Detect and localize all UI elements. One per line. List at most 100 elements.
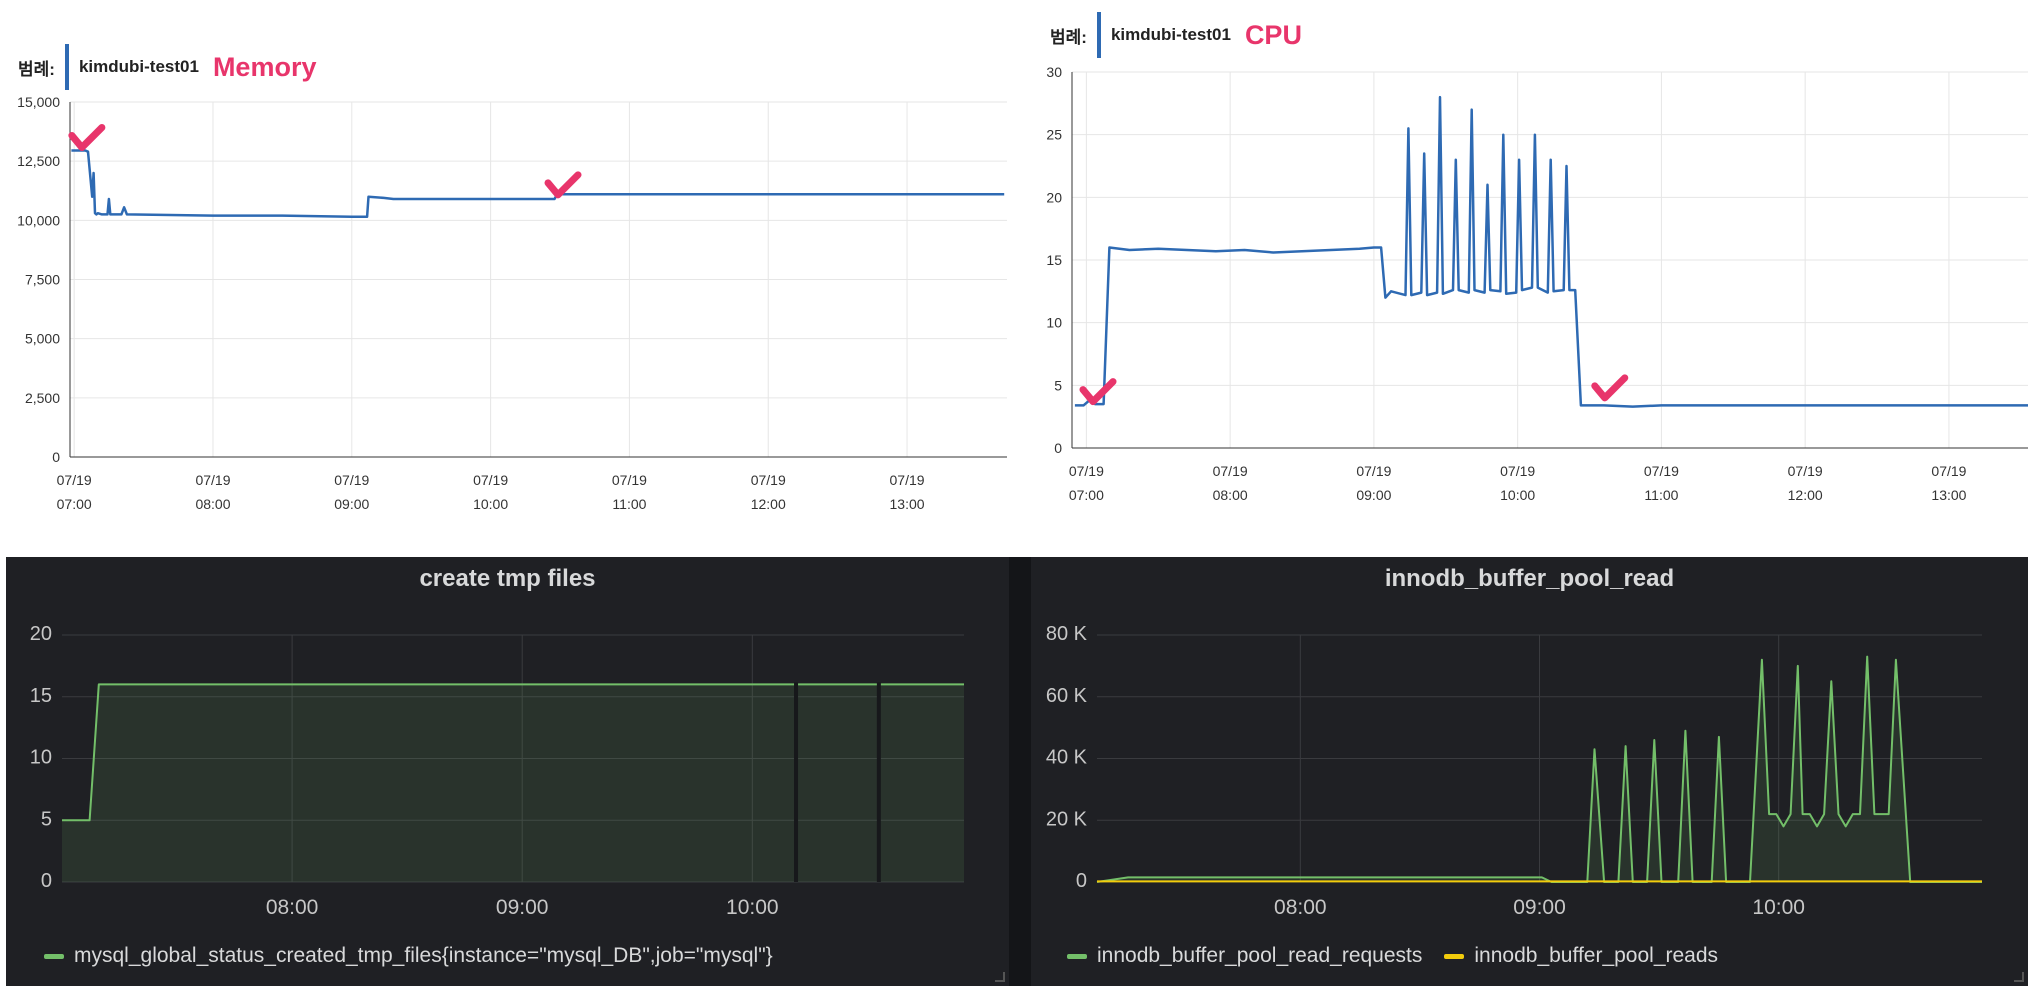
y-tick-label: 10: [1046, 315, 1062, 331]
y-tick-label: 40 K: [1046, 747, 1088, 769]
y-tick-label: 0: [52, 449, 60, 465]
memory-legend: 범례: kimdubi-test01 Memory: [18, 44, 316, 90]
y-tick-label: 5,000: [25, 331, 60, 347]
y-tick-label: 5: [41, 808, 52, 830]
x-tick-label-time: 08:00: [195, 496, 230, 512]
legend-color-bar: [64, 44, 69, 90]
y-tick-label: 0: [41, 870, 52, 892]
x-tick-label: 08:00: [1274, 896, 1327, 919]
x-tick-label-time: 12:00: [751, 496, 786, 512]
x-tick-label-date: 07/19: [612, 472, 647, 488]
x-tick-label-date: 07/19: [1788, 463, 1823, 479]
x-tick-label-time: 07:00: [1069, 487, 1104, 503]
y-tick-label: 25: [1046, 127, 1062, 143]
x-tick-label: 09:00: [496, 896, 549, 919]
y-tick-label: 0: [1054, 440, 1062, 456]
x-tick-label-time: 10:00: [1500, 487, 1535, 503]
y-tick-label: 0: [1076, 870, 1087, 892]
y-tick-label: 5: [1054, 377, 1062, 393]
x-tick-label-time: 11:00: [1644, 487, 1678, 503]
y-tick-label: 15: [30, 685, 52, 707]
y-tick-label: 60 K: [1046, 685, 1088, 707]
y-tick-label: 20: [1046, 189, 1062, 205]
x-tick-label-time: 07:00: [57, 496, 92, 512]
x-tick-label: 09:00: [1513, 896, 1566, 919]
y-tick-label: 7,500: [25, 272, 60, 288]
x-tick-label: 08:00: [266, 896, 319, 919]
y-tick-label: 20: [30, 623, 52, 645]
x-tick-label-date: 07/19: [1069, 463, 1104, 479]
legend-series-name: mysql_global_status_created_tmp_files{in…: [74, 944, 773, 967]
checkmark-icon: [1079, 378, 1117, 406]
legend-swatch: [1067, 953, 1087, 959]
tmp-files-legend: mysql_global_status_created_tmp_files{in…: [44, 944, 773, 968]
legend-series-name[interactable]: kimdubi-test01: [78, 57, 199, 76]
innodb-buffer-panel: innodb_buffer_pool_read 80 K 60 K 40 K 20 K…: [1031, 557, 2028, 986]
memory-annotation: Memory: [212, 51, 317, 82]
tmp-files-panel: create tmp files 20 15 10 5 0 08:00 09:00 10:00…: [6, 557, 1009, 986]
y-tick-label: 10,000: [17, 212, 60, 228]
series-area: [1097, 656, 1982, 882]
x-tick-label-date: 07/19: [1931, 463, 1966, 479]
y-tick-label: 2,500: [25, 390, 60, 406]
legend-series-name[interactable]: kimdubi-test01: [1110, 25, 1231, 44]
x-tick-label-date: 07/19: [1644, 463, 1679, 479]
cpu-chart-panel: 범례: kimdubi-test01 CPU 30 25 20 15 10 5 0 07/19…: [1030, 0, 2028, 556]
legend-swatch: [1444, 953, 1465, 959]
innodb-legend: innodb_buffer_pool_read_requests innodb_…: [1067, 944, 1718, 968]
cpu-annotation: CPU: [1244, 19, 1302, 50]
checkmark-icon: [544, 171, 582, 199]
checkmark-icon: [68, 124, 106, 151]
resize-handle-icon[interactable]: [2014, 972, 2024, 982]
innodb-chart-svg: 80 K 60 K 40 K 20 K 0 08:00 09:00 10:00: [1046, 623, 1982, 919]
y-tick-label: 20 K: [1046, 808, 1088, 830]
x-tick-label-date: 07/19: [334, 472, 369, 488]
y-tick-label: 12,500: [17, 153, 60, 169]
memory-chart-panel: 범례: kimdubi-test01 Memory 15,000 12,500 10…: [0, 0, 1010, 556]
x-tick-label: 10:00: [1752, 896, 1805, 919]
legend-label: 범례:: [1050, 27, 1087, 47]
series-line: [62, 683, 964, 822]
legend-item[interactable]: mysql_global_status_created_tmp_files{in…: [44, 944, 773, 968]
x-tick-label-time: 11:00: [612, 496, 646, 512]
legend-label: 범례:: [18, 59, 55, 79]
x-tick-label-date: 07/19: [890, 472, 925, 488]
resize-handle-icon[interactable]: [995, 972, 1005, 982]
panel-title[interactable]: create tmp files: [419, 565, 596, 592]
y-tick-label: 15,000: [17, 94, 60, 110]
y-tick-label: 30: [1046, 64, 1062, 80]
legend-series-name: innodb_buffer_pool_reads: [1474, 944, 1719, 967]
cpu-chart-svg: 30 25 20 15 10 5 0 07/19 07:00 07/19 08:00 07/19 09:…: [1046, 64, 2028, 503]
x-tick-label-time: 09:00: [334, 496, 369, 512]
x-tick-label-time: 09:00: [1356, 487, 1391, 503]
y-tick-label: 80 K: [1046, 623, 1088, 645]
x-tick-label-time: 13:00: [1931, 487, 1966, 503]
x-tick-label-date: 07/19: [1213, 463, 1248, 479]
legend-series-name: innodb_buffer_pool_read_requests: [1097, 944, 1423, 967]
tmp-files-chart-svg: 20 15 10 5 0 08:00 09:00 10:00: [30, 623, 964, 919]
legend-item[interactable]: innodb_buffer_pool_reads: [1444, 944, 1718, 968]
x-tick-label-time: 12:00: [1788, 487, 1823, 503]
x-tick-label-date: 07/19: [1356, 463, 1391, 479]
panel-title[interactable]: innodb_buffer_pool_read: [1384, 565, 1675, 592]
x-tick-label-date: 07/19: [473, 472, 508, 488]
x-tick-label-date: 07/19: [1500, 463, 1535, 479]
x-tick-label-date: 07/19: [751, 472, 786, 488]
series-area: [62, 684, 964, 882]
series-line: [71, 149, 1005, 219]
x-tick-label: 10:00: [726, 896, 779, 919]
x-tick-label-time: 08:00: [1213, 487, 1248, 503]
legend-color-bar: [1096, 12, 1101, 58]
series-line: [1074, 95, 2028, 408]
panel-gap: [1009, 557, 1031, 986]
legend-swatch: [44, 953, 64, 959]
y-tick-label: 10: [30, 747, 52, 769]
x-tick-label-date: 07/19: [195, 472, 230, 488]
checkmark-icon: [1591, 374, 1629, 402]
x-tick-label-date: 07/19: [57, 472, 92, 488]
x-tick-label-time: 10:00: [473, 496, 508, 512]
memory-chart-svg: 15,000 12,500 10,000 7,500 5,000 2,500 0 07/19 0…: [17, 94, 1007, 512]
legend-item[interactable]: innodb_buffer_pool_read_requests: [1067, 944, 1422, 968]
x-tick-label-time: 13:00: [890, 496, 925, 512]
cpu-legend: 범례: kimdubi-test01 CPU: [1050, 12, 1302, 58]
